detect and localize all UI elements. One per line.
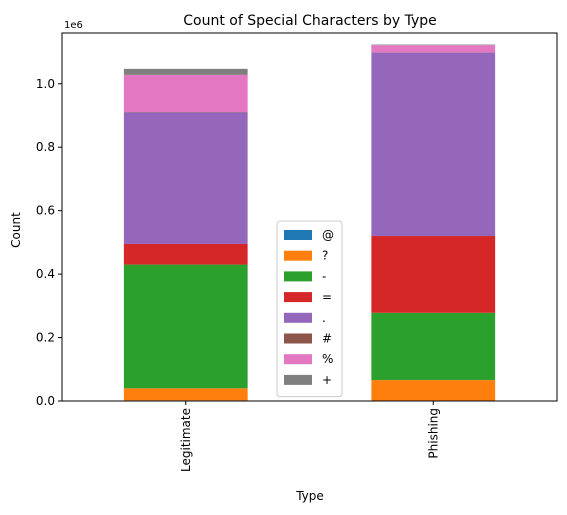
legend-label: % — [322, 352, 333, 366]
x-tick-label: Phishing — [426, 408, 440, 459]
bar-segment-legitimate-2 — [123, 264, 248, 389]
legend-box — [276, 220, 343, 398]
x-axis-label: Type — [295, 489, 324, 503]
bar-segment-phishing-2 — [371, 312, 496, 381]
legend-label: = — [322, 290, 332, 304]
bar-segment-phishing-4 — [371, 52, 496, 237]
bar-segment-phishing-7 — [371, 44, 496, 46]
legend-swatch — [284, 250, 312, 261]
bar-segment-legitimate-7 — [123, 68, 248, 75]
y-tick-label: 0.0 — [36, 394, 55, 408]
legend-swatch — [284, 333, 312, 344]
legend-label: . — [322, 311, 326, 325]
y-axis-label: Count — [9, 212, 23, 248]
bar-segment-phishing-1 — [371, 380, 496, 401]
bars-group — [123, 44, 496, 401]
bar-segment-phishing-6 — [371, 45, 496, 53]
y-tick-label: 0.6 — [36, 204, 55, 218]
y-axis-offset-label: 1e6 — [64, 20, 83, 31]
legend-swatch — [284, 271, 312, 282]
y-tick-label: 1.0 — [36, 77, 55, 91]
legend-label: # — [322, 332, 332, 346]
legend-swatch — [284, 230, 312, 240]
chart-title: Count of Special Characters by Type — [183, 13, 437, 29]
x-tick-label: Legitimate — [179, 408, 193, 472]
legend-label: @ — [322, 228, 334, 242]
legend-label: + — [322, 373, 332, 387]
legend-label: ? — [322, 249, 328, 263]
legend-swatch — [284, 354, 312, 365]
y-tick-label: 0.8 — [36, 140, 55, 154]
legend-swatch — [284, 292, 312, 303]
legend-swatch — [284, 374, 312, 385]
y-tick-label: 0.2 — [36, 331, 55, 345]
bar-segment-legitimate-6 — [123, 74, 248, 112]
legend-swatch — [284, 312, 312, 323]
legend: @? - =. #% + — [276, 220, 343, 398]
plot-frame — [61, 32, 558, 402]
legend-label: - — [322, 269, 326, 283]
bar-segment-phishing-3 — [371, 236, 496, 313]
bar-segment-legitimate-4 — [123, 112, 248, 244]
y-tick-label: 0.4 — [36, 267, 55, 281]
bar-segment-legitimate-1 — [123, 388, 248, 401]
bar-segment-legitimate-3 — [123, 243, 248, 265]
x-axis-ticks: Legitimate Phishing — [179, 401, 440, 472]
y-axis-ticks: 0.0 0.2 0.4 0.6 0.8 1.0 — [36, 77, 62, 408]
